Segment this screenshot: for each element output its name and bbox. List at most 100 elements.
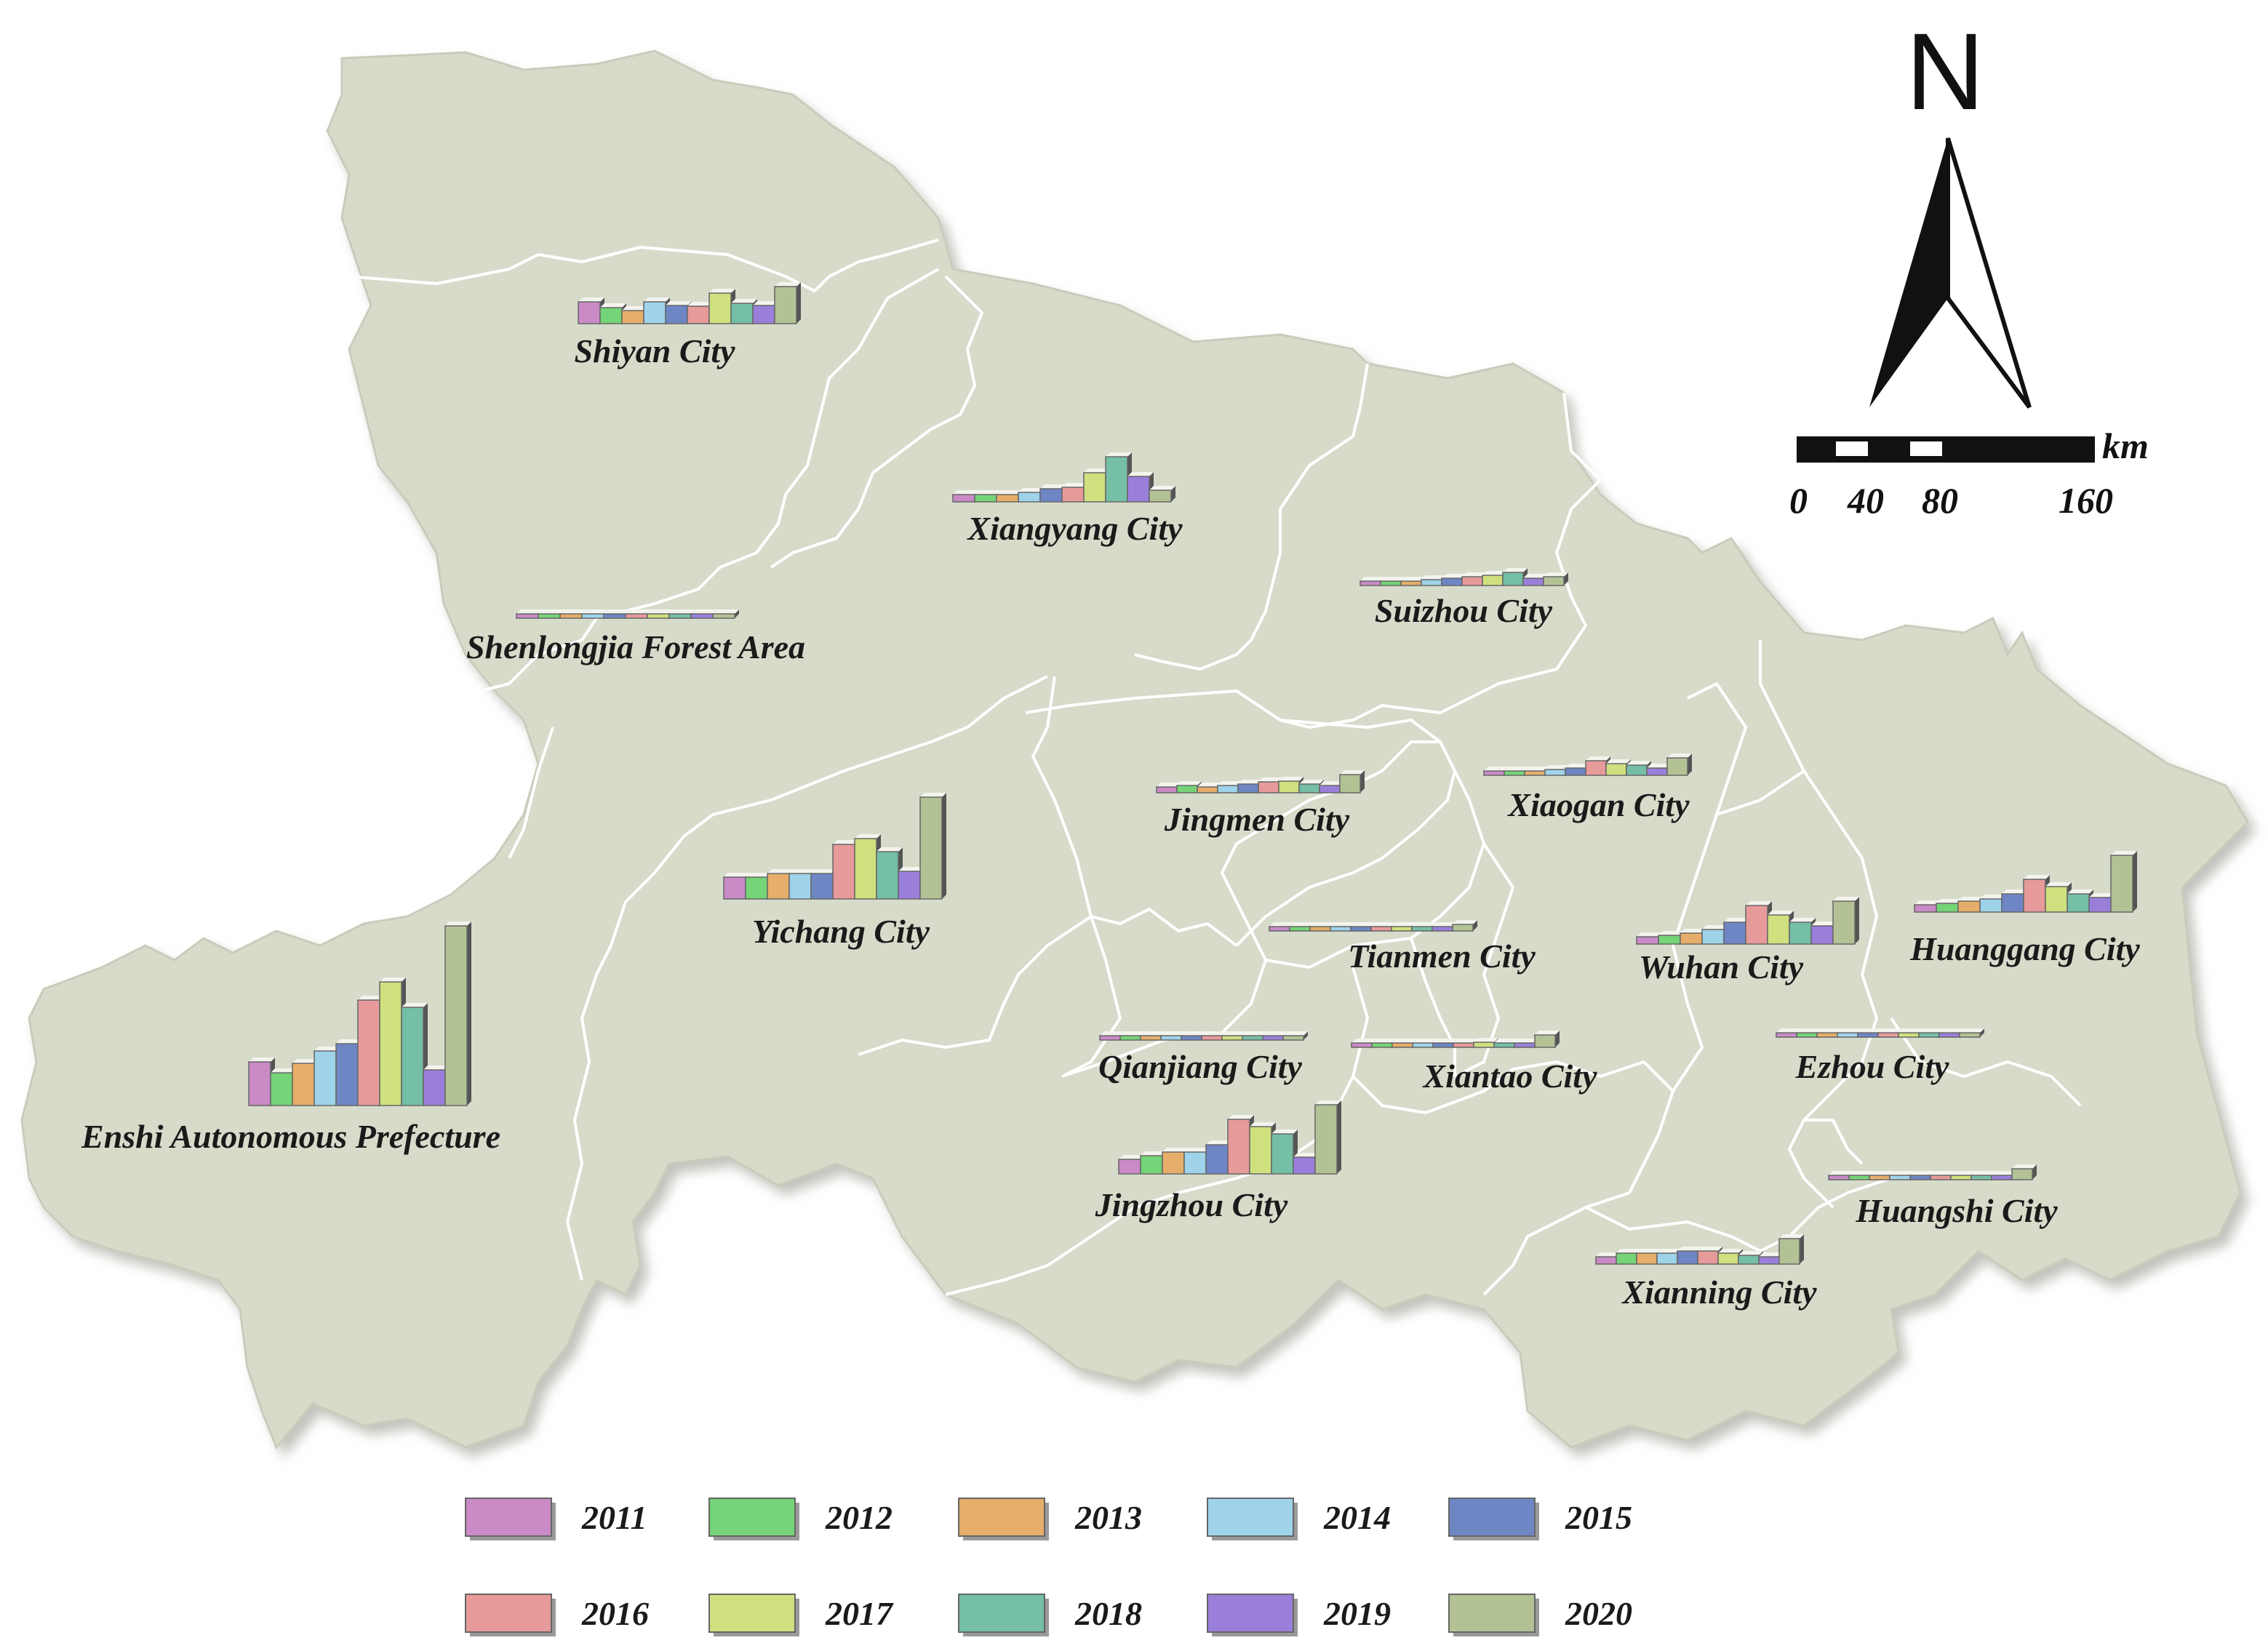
label-tianmen-city: Tianmen City [1348, 938, 1536, 975]
bar-top-shenlongjia-forest-area-2016 [626, 609, 652, 614]
bar-xiaogan-city-2019 [1646, 767, 1668, 776]
chart-xiangyang-city [952, 452, 1175, 503]
bar-xiantao-city-2018 [1493, 1042, 1515, 1048]
bar-top-xiangyang-city-2014 [1018, 488, 1045, 492]
bar-tianmen-city-2015 [1350, 926, 1372, 932]
bar-xiantao-city-2014 [1412, 1042, 1434, 1048]
bar-xiantao-city-2013 [1391, 1042, 1413, 1048]
bar-top-xiaogan-city-2013 [1525, 767, 1549, 771]
bar-xiaogan-city-2011 [1483, 770, 1505, 776]
bar-top-huanggang-city-2014 [1980, 895, 2006, 899]
bar-side-xiantao-city-2020 [1555, 1031, 1560, 1047]
bar-qianjiang-city-2014 [1160, 1035, 1182, 1041]
bar-side-enshi-autonomous-prefecture-2020 [467, 922, 471, 1106]
chart-enshi-autonomous-prefecture [248, 922, 471, 1106]
bar-top-xiantao-city-2018 [1494, 1039, 1519, 1043]
bar-top-xiangyang-city-2016 [1062, 483, 1088, 487]
bar-side-qianjiang-city-2020 [1303, 1031, 1308, 1040]
legend-swatch-2011 [465, 1498, 552, 1537]
bar-top-tianmen-city-2012 [1290, 922, 1314, 927]
bar-suizhou-city-2014 [1421, 579, 1442, 586]
bar-top-yichang-city-2018 [877, 847, 903, 852]
bar-top-xiangyang-city-2011 [953, 490, 979, 495]
legend-swatch-2020 [1448, 1594, 1536, 1633]
bar-top-suizhou-city-2013 [1401, 577, 1426, 581]
bar-top-shiyan-city-2019 [753, 301, 779, 305]
legend-swatch-2018 [958, 1594, 1045, 1633]
chart-tianmen-city [1269, 920, 1477, 932]
bar-shenlongjia-forest-area-2017 [647, 613, 670, 619]
bar-qianjiang-city-2015 [1181, 1035, 1202, 1041]
bar-top-huanggang-city-2018 [2067, 890, 2093, 894]
bar-top-tianmen-city-2018 [1412, 922, 1437, 927]
legend-label-2012: 2012 [825, 1499, 893, 1536]
scale-tick-160: 160 [2059, 480, 2113, 521]
bar-enshi-autonomous-prefecture-2014 [314, 1050, 337, 1106]
bar-ezhou-city-2017 [1898, 1032, 1920, 1038]
bar-top-huanggang-city-2016 [2024, 875, 2050, 879]
bar-jingmen-city-2017 [1278, 780, 1300, 793]
bar-xiantao-city-2020 [1534, 1034, 1556, 1048]
scale-unit: km [2102, 425, 2149, 466]
bar-top-tianmen-city-2014 [1330, 922, 1355, 927]
label-huangshi-city: Huangshi City [1855, 1192, 2058, 1229]
bar-top-jingmen-city-2011 [1157, 783, 1181, 787]
label-xiaogan-city: Xiaogan City [1506, 786, 1690, 823]
bar-wuhan-city-2016 [1745, 905, 1768, 945]
bar-xiangyang-city-2020 [1149, 489, 1172, 503]
bar-tianmen-city-2018 [1411, 926, 1433, 932]
bar-xianning-city-2018 [1738, 1255, 1760, 1265]
bar-side-ezhou-city-2020 [1980, 1028, 1984, 1037]
region-charts [248, 282, 2137, 1265]
bar-top-suizhou-city-2015 [1442, 574, 1466, 578]
bar-xianning-city-2017 [1717, 1252, 1739, 1265]
bar-qianjiang-city-2019 [1262, 1035, 1284, 1041]
bar-top-suizhou-city-2019 [1523, 574, 1548, 578]
legend-item-2013: 2013 [958, 1498, 1142, 1540]
label-shenlongjia-forest-area: Shenlongjia Forest Area [466, 628, 805, 665]
bar-ezhou-city-2013 [1816, 1032, 1838, 1038]
legend-item-2020: 2020 [1448, 1594, 1632, 1636]
bar-top-huanggang-city-2019 [2089, 893, 2115, 898]
bar-shenlongjia-forest-area-2015 [603, 613, 626, 619]
bar-top-shenlongjia-forest-area-2018 [669, 609, 695, 614]
bar-top-wuhan-city-2016 [1746, 901, 1772, 906]
legend-label-2015: 2015 [1565, 1499, 1632, 1536]
bar-side-huangshi-city-2020 [2032, 1164, 2037, 1180]
bar-top-xiantao-city-2020 [1535, 1031, 1560, 1035]
bar-side-xiaogan-city-2020 [1688, 753, 1692, 775]
bar-qianjiang-city-2016 [1201, 1035, 1223, 1041]
bar-top-suizhou-city-2016 [1462, 572, 1487, 577]
bar-shiyan-city-2015 [665, 305, 688, 324]
label-xiangyang-city: Xiangyang City [966, 510, 1183, 547]
bar-top-xianning-city-2017 [1718, 1249, 1743, 1253]
chart-qianjiang-city [1099, 1031, 1308, 1041]
bar-xiaogan-city-2016 [1585, 760, 1607, 776]
bar-xiangyang-city-2015 [1039, 488, 1063, 503]
bar-ezhou-city-2011 [1776, 1032, 1797, 1038]
bar-suizhou-city-2016 [1461, 576, 1483, 586]
label-jingzhou-city: Jingzhou City [1095, 1186, 1288, 1223]
scale-bar-segment-1 [1836, 441, 1868, 456]
bar-yichang-city-2016 [832, 844, 855, 900]
bar-jingmen-city-2011 [1156, 786, 1178, 793]
bar-jingzhou-city-2013 [1162, 1151, 1185, 1175]
bar-huangshi-city-2017 [1950, 1175, 1972, 1180]
bar-top-suizhou-city-2018 [1503, 568, 1528, 572]
bar-tianmen-city-2016 [1370, 926, 1392, 932]
bar-huanggang-city-2014 [1979, 898, 2003, 913]
legend-item-2019: 2019 [1207, 1594, 1391, 1636]
legend-label-2018: 2018 [1074, 1595, 1142, 1632]
bar-yichang-city-2012 [745, 876, 768, 900]
legend-label-2016: 2016 [581, 1595, 649, 1632]
bar-top-ezhou-city-2015 [1858, 1028, 1882, 1033]
bar-huangshi-city-2014 [1889, 1175, 1911, 1180]
scale-tick-0: 0 [1789, 480, 1808, 521]
bar-huanggang-city-2012 [1936, 903, 1959, 913]
bar-jingmen-city-2018 [1298, 783, 1320, 793]
bar-top-huangshi-city-2012 [1849, 1171, 1874, 1175]
hubei-province-land [20, 49, 2249, 1450]
bar-top-ezhou-city-2012 [1797, 1028, 1821, 1033]
bar-top-shenlongjia-forest-area-2013 [560, 609, 586, 614]
